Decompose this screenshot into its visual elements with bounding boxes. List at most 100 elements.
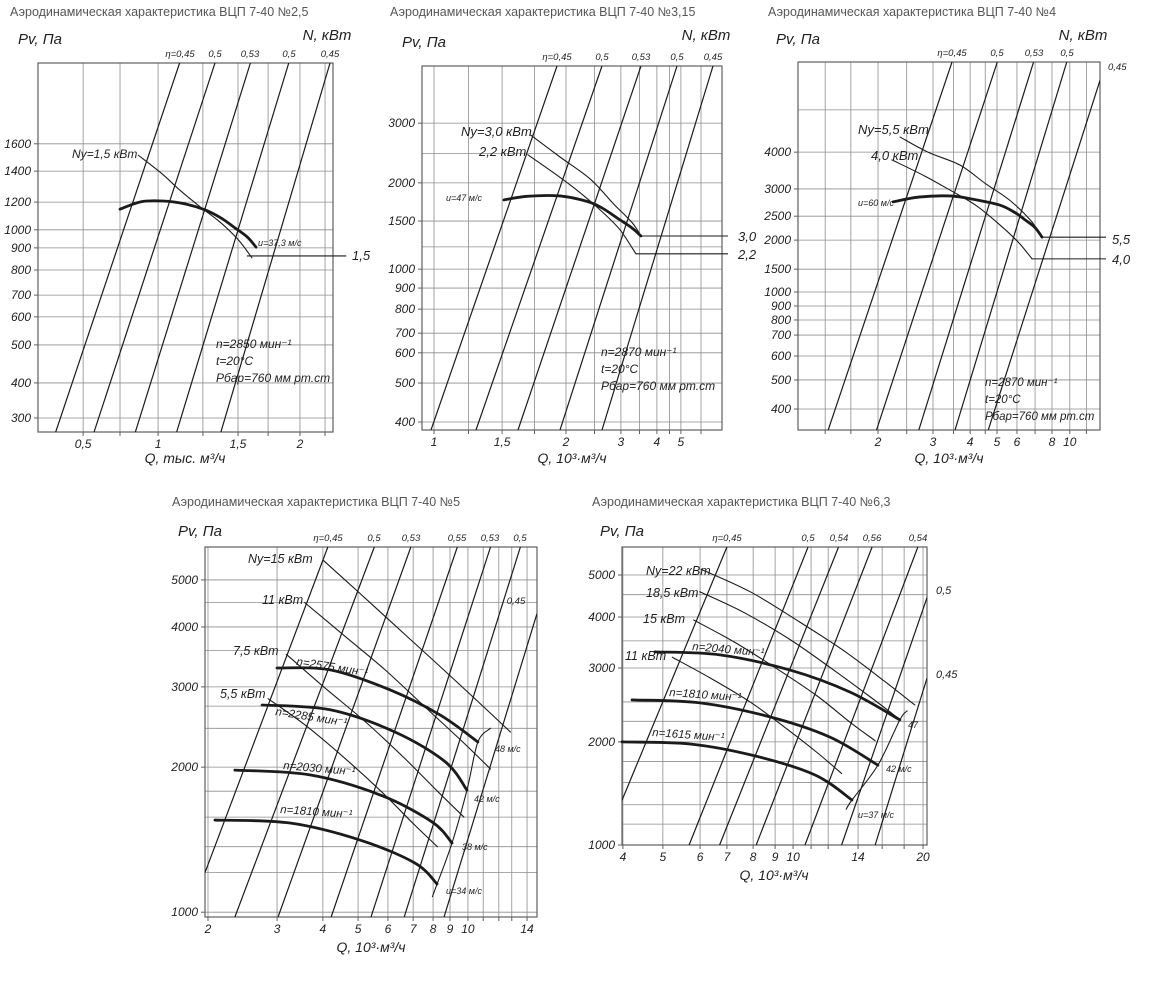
power-curve <box>267 698 438 848</box>
eta-label: η=0,45 <box>712 533 742 544</box>
rpm-curve <box>275 666 480 744</box>
eta-label: 0,45 <box>1108 62 1127 73</box>
y-tick-label: 900 <box>11 241 31 255</box>
n-axis-label: N, кВт <box>1059 27 1108 44</box>
grid-layer <box>422 66 722 430</box>
conditions-text: n=2870 мин⁻¹ <box>985 377 1058 389</box>
u-speed-label: 48 м/с <box>495 744 521 754</box>
x-tick-label: 4 <box>620 850 627 864</box>
eta-label: η=0,45 <box>313 533 343 544</box>
chart-title: Аэродинамическая характеристика ВЦП 7-40… <box>768 5 1056 19</box>
y-tick-label: 900 <box>395 281 415 295</box>
axis-ticks <box>418 122 702 434</box>
power-label: 4,0 кВт <box>871 148 918 163</box>
u-speed-label: 47 <box>908 720 919 730</box>
y-tick-label: 500 <box>395 376 415 390</box>
pv-axis-label: Pv, Па <box>18 31 62 48</box>
x-tick-label: 9 <box>447 922 454 936</box>
power-curve <box>699 591 898 718</box>
n-axis-label: N, кВт <box>303 27 352 44</box>
n-value-label: 2,2 <box>737 247 757 262</box>
chart-svg-vcp-7-40-5: 5000 4000 3000 2000 1000 2 3 4 5 6 7 8 9 10 14 Аэродина… <box>170 495 538 955</box>
eta-label: 0,5 <box>367 533 381 544</box>
y-tick-label: 2500 <box>763 209 791 223</box>
q-axis-label: Q, 10³·м³/ч <box>538 450 607 466</box>
x-tick-label: 1 <box>155 437 162 451</box>
grid-layer <box>622 547 927 845</box>
y-tick-label: 1000 <box>4 223 31 237</box>
eta-label: 0,54 <box>909 533 928 544</box>
conditions-text: Рбар=760 мм рт.ст <box>985 411 1095 423</box>
power-curve <box>137 154 253 259</box>
y-tick-label: 700 <box>395 326 415 340</box>
y-tick-label: 1200 <box>4 195 31 209</box>
y-tick-label: 1000 <box>764 285 791 299</box>
u-speed-label: 38 м/с <box>462 842 488 852</box>
rpm-curve <box>630 698 880 767</box>
eta-label: 0,45 <box>321 49 340 60</box>
y-tick-label: 700 <box>11 288 31 302</box>
eta-label: 0,45 <box>936 669 958 681</box>
characteristic-curve <box>891 194 1044 239</box>
power-curve <box>322 559 511 733</box>
eta-label: 0,53 <box>241 49 260 60</box>
y-tick-label: 1500 <box>764 262 791 276</box>
eta-label: 0,53 <box>632 52 651 63</box>
y-tick-label: 2000 <box>170 760 198 774</box>
curves-layer <box>213 559 511 898</box>
chart-title: Аэродинамическая характеристика ВЦП 7-40… <box>172 495 460 509</box>
chart-title: Аэродинамическая характеристика ВЦП 7-40… <box>592 495 891 509</box>
n-value-label: 1,5 <box>352 248 371 263</box>
y-tick-label: 400 <box>771 402 791 416</box>
rpm-label: n=2285 мин⁻¹ <box>275 706 349 729</box>
rpm-curve <box>213 818 439 886</box>
axis-ticks <box>201 579 528 921</box>
u-speed-label: u=37 м/с <box>858 810 894 820</box>
x-tick-label: 6 <box>1014 435 1021 449</box>
y-tick-label: 4000 <box>588 610 615 624</box>
eta-label: 0,54 <box>830 533 849 544</box>
rpm-label: n=1810 мин⁻¹ <box>669 687 742 704</box>
q-axis-label: Q, 10³·м³/ч <box>740 867 809 883</box>
efficiency-lines <box>622 547 927 845</box>
eta-label: 0,5 <box>670 52 684 63</box>
n-reference-lines <box>1032 236 1107 260</box>
x-tick-label: 2 <box>296 437 304 451</box>
annotation-labels: Аэродинамическая характеристика ВЦП 7-40… <box>592 495 958 883</box>
u-speed-label: u=37,3 м/с <box>258 238 302 248</box>
rpm-curve <box>653 650 902 722</box>
y-tick-label: 600 <box>771 349 791 363</box>
chart-container-2: 3000 2000 1500 1000 900 800 700 600 500 400 1 1,5 2 3… <box>384 0 768 484</box>
y-tick-label: 800 <box>11 263 31 277</box>
rpm-label: n=1810 мин⁻¹ <box>280 804 353 821</box>
characteristic-curve <box>502 194 643 238</box>
n-value-label: 4,0 <box>1112 252 1131 267</box>
eta-label: 0,53 <box>1025 48 1044 59</box>
u-speed-label: u=47 м/с <box>446 193 482 203</box>
chart-title: Аэродинамическая характеристика ВЦП 7-40… <box>10 5 309 19</box>
y-tick-label: 4000 <box>171 620 198 634</box>
x-tick-label: 2 <box>562 435 570 449</box>
y-tick-label: 600 <box>395 346 415 360</box>
eta-label: 0,53 <box>402 533 421 544</box>
conditions-text: n=2870 мин⁻¹ <box>601 345 677 359</box>
power-curve <box>693 619 876 742</box>
x-tick-label: 1,5 <box>230 437 247 451</box>
annotation-labels: Аэродинамическая характеристика ВЦП 7-40… <box>390 5 757 466</box>
conditions-text: n=2850 мин⁻¹ <box>216 337 292 351</box>
curves-layer <box>118 154 258 259</box>
speed-limit-curve <box>845 710 908 810</box>
power-label: Ny=5,5 кВт <box>858 122 929 137</box>
y-tick-label: 2000 <box>387 176 415 190</box>
q-axis-label: Q, 10³·м³/ч <box>337 939 406 955</box>
conditions-text: Рбар=760 мм рт.ст <box>601 379 715 393</box>
power-curve <box>671 656 843 775</box>
power-label: Ny=22 кВт <box>646 564 711 578</box>
y-tick-label: 300 <box>11 411 31 425</box>
chart-title: Аэродинамическая характеристика ВЦП 7-40… <box>390 5 695 19</box>
u-speed-label: 42 м/с <box>886 764 912 774</box>
y-tick-label: 400 <box>395 415 415 429</box>
efficiency-lines <box>55 63 331 432</box>
efficiency-lines <box>827 62 1100 430</box>
